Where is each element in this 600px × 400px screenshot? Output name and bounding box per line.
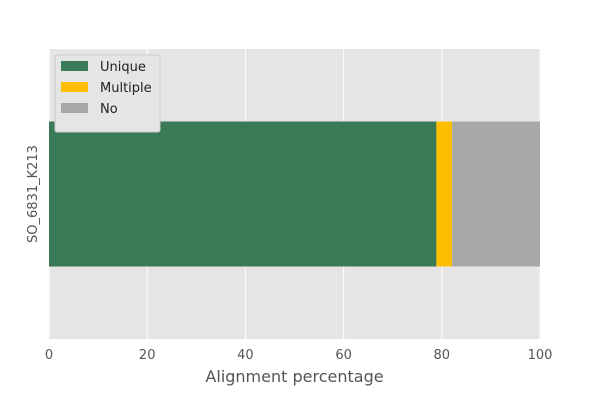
legend-label-no: No (100, 102, 118, 117)
legend-swatch-unique (61, 61, 88, 71)
bar-no-0 (452, 121, 540, 267)
legend-swatch-no (61, 103, 88, 113)
x-tick-label-0: 0 (45, 348, 53, 363)
x-axis-title: Alignment percentage (205, 367, 383, 386)
x-tick-label-20: 20 (139, 348, 156, 363)
y-axis-category-labels: SO_6831_K213 (26, 145, 41, 243)
legend-label-multiple: Multiple (100, 81, 152, 96)
legend-label-unique: Unique (100, 60, 146, 75)
x-tick-label-40: 40 (237, 348, 254, 363)
legend: Unique Multiple No (54, 54, 161, 133)
x-axis-ticks: 0 20 40 60 80 100 (45, 348, 553, 363)
x-tick-label-100: 100 (528, 348, 553, 363)
y-category-label-0: SO_6831_K213 (26, 145, 41, 243)
x-tick-label-60: 60 (335, 348, 352, 363)
bar-unique-0 (49, 121, 437, 267)
bars (49, 121, 540, 267)
x-tick-label-80: 80 (434, 348, 451, 363)
legend-swatch-multiple (61, 82, 88, 92)
bar-multiple-0 (436, 121, 453, 267)
